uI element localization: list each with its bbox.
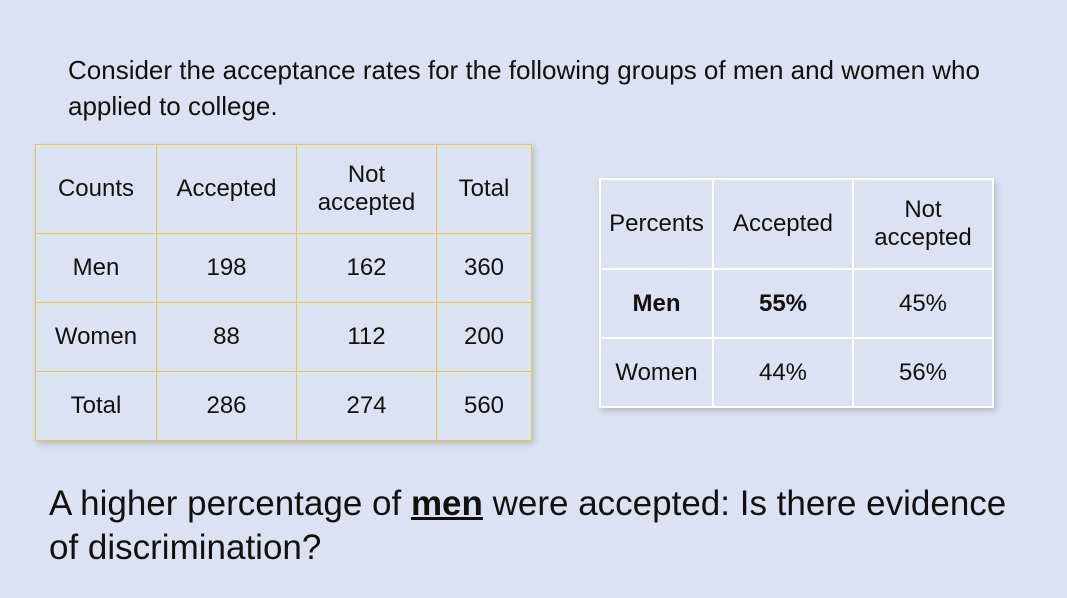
- table-row: Men 198 162 360: [35, 233, 532, 303]
- cell-men-not-accepted: 162: [296, 233, 437, 303]
- cell-women-not-accepted: 112: [296, 302, 437, 372]
- row-label-men: Men: [599, 268, 714, 339]
- table-row: Total 286 274 560: [35, 371, 532, 441]
- table-row: Women 44% 56%: [599, 337, 994, 408]
- header-cell-counts: Counts: [35, 144, 157, 234]
- table-header-row: Counts Accepted Not accepted Total: [35, 144, 532, 234]
- question-text: A higher percentage of men were accepted…: [49, 482, 1009, 570]
- percents-table: Percents Accepted Not accepted Men 55% 4…: [599, 178, 994, 408]
- cell-men-accepted: 198: [156, 233, 297, 303]
- cell-women-accepted-pct: 44%: [712, 337, 854, 408]
- question-before: A higher percentage of: [49, 484, 411, 523]
- question-after: were accepted: Is there evidence of disc…: [49, 484, 1007, 567]
- header-not-accepted-label: Not accepted: [317, 161, 416, 216]
- table-row: Men 55% 45%: [599, 268, 994, 339]
- header-cell-not-accepted: Not accepted: [852, 178, 994, 270]
- header-cell-percents: Percents: [599, 178, 714, 270]
- intro-text: Consider the acceptance rates for the fo…: [68, 55, 980, 121]
- table-header-row: Percents Accepted Not accepted: [599, 178, 994, 270]
- cell-total-not-accepted: 274: [296, 371, 437, 441]
- cell-total-total: 560: [436, 371, 532, 441]
- cell-total-accepted: 286: [156, 371, 297, 441]
- row-label-men: Men: [35, 233, 157, 303]
- cell-men-total: 360: [436, 233, 532, 303]
- row-label-total: Total: [35, 371, 157, 441]
- row-label-women: Women: [599, 337, 714, 408]
- header-not-accepted-label: Not accepted: [874, 196, 972, 251]
- header-cell-not-accepted: Not accepted: [296, 144, 437, 234]
- cell-women-total: 200: [436, 302, 532, 372]
- cell-women-not-accepted-pct: 56%: [852, 337, 994, 408]
- cell-men-accepted-pct: 55%: [712, 268, 854, 339]
- question-emphasis: men: [410, 484, 483, 523]
- row-label-women: Women: [35, 302, 157, 372]
- header-cell-accepted: Accepted: [712, 178, 854, 270]
- header-cell-accepted: Accepted: [156, 144, 297, 234]
- counts-table: Counts Accepted Not accepted Total Men 1…: [35, 144, 532, 441]
- header-cell-total: Total: [436, 144, 532, 234]
- table-row: Women 88 112 200: [35, 302, 532, 372]
- cell-men-not-accepted-pct: 45%: [852, 268, 994, 339]
- cell-women-accepted: 88: [156, 302, 297, 372]
